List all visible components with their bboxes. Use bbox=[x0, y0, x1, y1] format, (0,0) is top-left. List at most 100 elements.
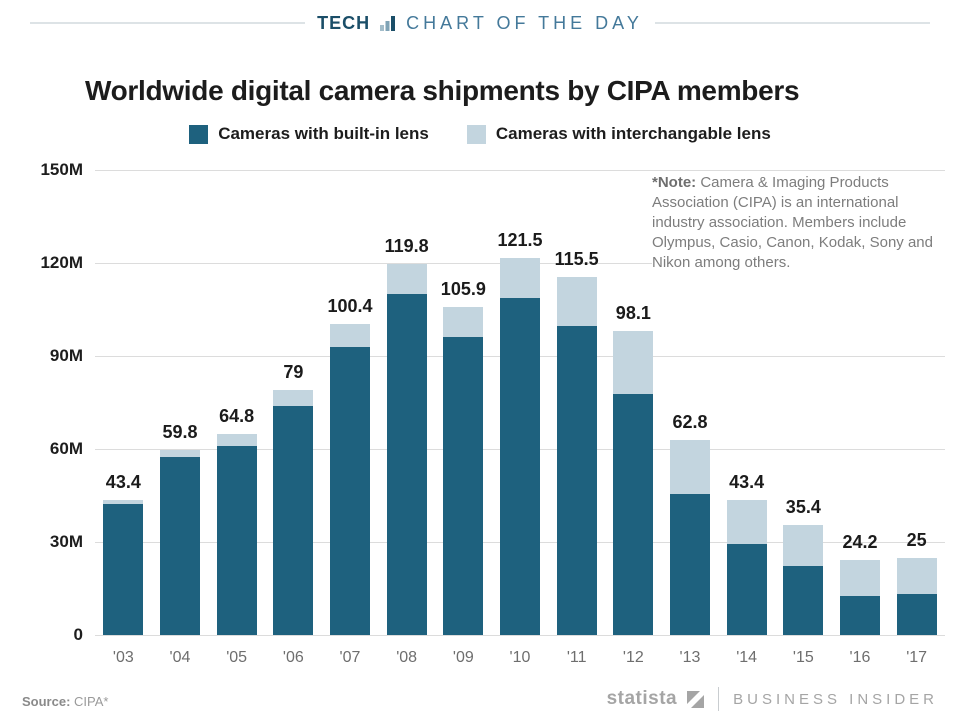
bar-value-label-16: 24.2 bbox=[842, 531, 878, 552]
source-attribution: Source: CIPA* bbox=[22, 694, 108, 709]
bar-slot-07: 100.4 '07 bbox=[322, 170, 379, 666]
bar-segment-built-in-12 bbox=[613, 393, 654, 635]
business-insider-wordmark: BUSINESS INSIDER bbox=[733, 690, 938, 708]
legend-label-0: Cameras with built-in lens bbox=[218, 124, 429, 143]
bar-segment-built-in-05 bbox=[216, 446, 257, 635]
bar-stack-08 bbox=[386, 263, 427, 635]
bar-value-label-04: 59.8 bbox=[162, 421, 198, 442]
plot-area: 0 30M 60M 90M 120M 150M 43.4 '03 59.8 '04 64.8 '05 7… bbox=[40, 160, 945, 666]
bar-stack-06 bbox=[273, 390, 314, 635]
bar-segment-built-in-03 bbox=[103, 504, 144, 635]
chart-legend: Cameras with built-in lens Cameras with i… bbox=[0, 124, 960, 144]
bar-segment-interchangeable-05 bbox=[216, 434, 257, 447]
bar-stack-09 bbox=[443, 306, 484, 635]
bar-slot-03: 43.4 '03 bbox=[95, 170, 152, 666]
bar-segment-interchangeable-14 bbox=[726, 500, 767, 544]
statista-wordmark: statista bbox=[606, 688, 678, 709]
legend-swatch-1 bbox=[466, 124, 486, 144]
bar-stack-16 bbox=[839, 560, 880, 635]
bar-segment-built-in-11 bbox=[556, 325, 597, 635]
x-axis-tick-10: '10 bbox=[509, 649, 531, 666]
header-kicker: TECH CHART OF THE DAY bbox=[0, 12, 960, 34]
bar-segment-interchangeable-15 bbox=[783, 525, 824, 566]
bar-slot-06: 79 '06 bbox=[265, 170, 322, 666]
gridline-150M bbox=[95, 170, 945, 171]
kicker-chart-of-the-day-label: CHART OF THE DAY bbox=[406, 12, 643, 33]
bar-stack-13 bbox=[669, 440, 710, 635]
bar-stack-03 bbox=[103, 500, 144, 635]
bar-value-label-15: 35.4 bbox=[785, 497, 821, 518]
source-value: CIPA* bbox=[70, 694, 109, 709]
kicker-tech-label: TECH bbox=[317, 12, 371, 33]
bar-segment-interchangeable-06 bbox=[273, 390, 314, 407]
bar-value-label-05: 64.8 bbox=[219, 406, 255, 427]
bar-segment-interchangeable-09 bbox=[443, 306, 484, 338]
x-axis-tick-09: '09 bbox=[452, 649, 474, 666]
legend-item-1: Cameras with interchangable lens bbox=[466, 124, 771, 144]
bar-stack-11 bbox=[556, 276, 597, 635]
x-axis-tick-17: '17 bbox=[906, 649, 928, 666]
bar-stack-17 bbox=[896, 557, 937, 635]
bar-segment-interchangeable-04 bbox=[159, 449, 200, 458]
bar-slot-13: 62.8 '13 bbox=[662, 170, 719, 666]
kicker-rule-left bbox=[30, 22, 306, 24]
bar-value-label-08: 119.8 bbox=[384, 235, 429, 256]
x-axis-tick-13: '13 bbox=[679, 649, 701, 666]
bar-value-label-07: 100.4 bbox=[327, 295, 373, 316]
bar-slot-04: 59.8 '04 bbox=[152, 170, 209, 666]
bar-segment-built-in-08 bbox=[386, 293, 427, 635]
bar-slot-16: 24.2 '16 bbox=[832, 170, 889, 666]
y-axis-tick-30M: 30M bbox=[49, 532, 83, 551]
x-axis-tick-03: '03 bbox=[112, 649, 134, 666]
y-axis-tick-120M: 120M bbox=[40, 253, 83, 272]
x-axis-tick-04: '04 bbox=[169, 649, 191, 666]
x-axis-tick-07: '07 bbox=[339, 649, 361, 666]
x-axis-tick-06: '06 bbox=[282, 649, 304, 666]
bar-segment-interchangeable-13 bbox=[669, 440, 710, 494]
source-label: Source: bbox=[22, 694, 71, 709]
bar-slot-05: 64.8 '05 bbox=[208, 170, 265, 666]
y-axis-tick-90M: 90M bbox=[49, 346, 83, 365]
bar-value-label-12: 98.1 bbox=[615, 302, 651, 323]
x-axis-tick-11: '11 bbox=[566, 649, 587, 666]
bar-segment-interchangeable-03 bbox=[103, 500, 144, 505]
x-axis-tick-12: '12 bbox=[622, 649, 644, 666]
bar-slot-15: 35.4 '15 bbox=[775, 170, 832, 666]
bar-segment-built-in-16 bbox=[839, 595, 880, 635]
bar-stack-04 bbox=[159, 449, 200, 635]
footer-brands: statista BUSINESS INSIDER bbox=[607, 684, 938, 714]
bar-slot-12: 98.1 '12 bbox=[605, 170, 662, 666]
bar-slot-10: 121.5 '10 bbox=[492, 170, 549, 666]
bar-slot-09: 105.9 '09 bbox=[435, 170, 492, 666]
bar-segment-interchangeable-17 bbox=[896, 557, 937, 594]
bar-segment-built-in-07 bbox=[329, 347, 370, 635]
bar-slot-17: 25 '17 bbox=[888, 170, 945, 666]
bar-stack-05 bbox=[216, 434, 257, 635]
bar-value-label-17: 25 bbox=[906, 529, 927, 550]
bar-value-label-03: 43.4 bbox=[105, 472, 141, 493]
bar-chart-icon bbox=[380, 15, 396, 31]
bar-segment-interchangeable-11 bbox=[556, 276, 597, 326]
footer-divider bbox=[718, 687, 720, 711]
statista-logo-icon bbox=[687, 690, 705, 708]
legend-label-1: Cameras with interchangable lens bbox=[495, 124, 771, 143]
legend-swatch-0 bbox=[189, 124, 209, 144]
bar-value-label-10: 121.5 bbox=[497, 230, 543, 251]
kicker-rule-right bbox=[654, 22, 931, 24]
note-body: Camera & Imaging Products Association (C… bbox=[652, 174, 933, 272]
bar-slot-14: 43.4 '14 bbox=[718, 170, 775, 666]
bar-segment-interchangeable-16 bbox=[839, 560, 880, 596]
bar-stack-15 bbox=[783, 525, 824, 635]
x-axis-tick-16: '16 bbox=[849, 649, 871, 666]
y-axis-tick-60M: 60M bbox=[49, 439, 83, 458]
kicker-content: TECH CHART OF THE DAY bbox=[305, 13, 655, 34]
bar-stack-10 bbox=[499, 258, 540, 635]
y-axis-tick-0: 0 bbox=[73, 625, 83, 644]
bar-stack-12 bbox=[613, 330, 654, 635]
page-title: Worldwide digital camera shipments by CI… bbox=[85, 74, 800, 106]
note-text: *Note: Camera & Imaging Products Associa… bbox=[652, 171, 950, 274]
bar-segment-interchangeable-12 bbox=[613, 330, 654, 394]
x-axis-tick-14: '14 bbox=[736, 649, 758, 666]
bar-slot-08: 119.8 '08 bbox=[378, 170, 435, 666]
bar-value-label-13: 62.8 bbox=[672, 412, 708, 433]
